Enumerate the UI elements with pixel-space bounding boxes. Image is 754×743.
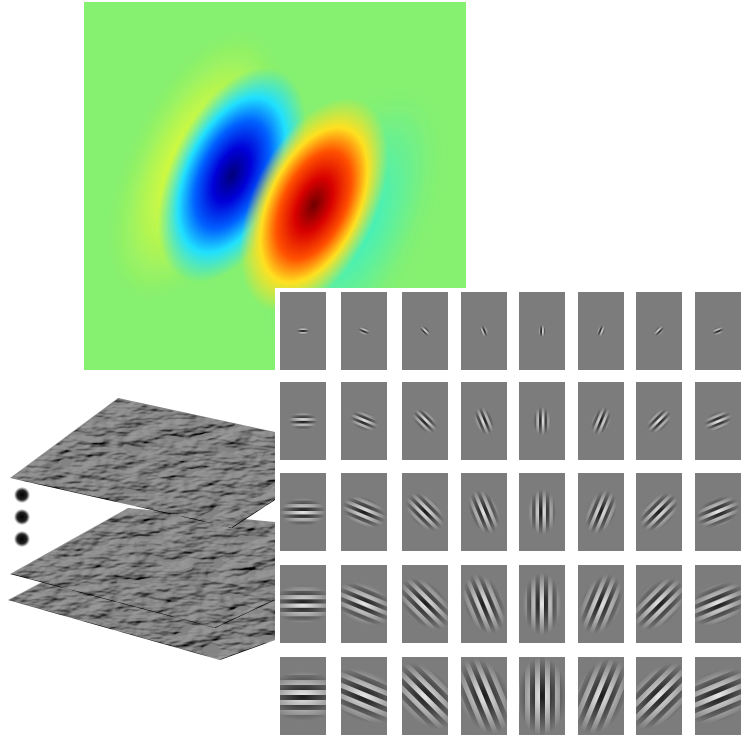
filter-pattern bbox=[341, 565, 387, 643]
filter-pattern bbox=[519, 382, 565, 460]
filter-pattern bbox=[695, 473, 741, 551]
gabor-filter-bank bbox=[275, 288, 754, 743]
filter-pattern bbox=[578, 473, 624, 551]
filter-pattern bbox=[402, 473, 448, 551]
filter-pattern bbox=[461, 382, 507, 460]
filter-pattern bbox=[341, 382, 387, 460]
filter-pattern bbox=[695, 565, 741, 643]
filter-pattern bbox=[280, 565, 326, 643]
page: (() => { const svg = document.getElement… bbox=[0, 0, 754, 743]
filter-pattern bbox=[578, 657, 624, 735]
filter-pattern bbox=[636, 473, 682, 551]
filter-pattern bbox=[636, 292, 682, 370]
filter-pattern bbox=[519, 473, 565, 551]
filter-pattern bbox=[402, 292, 448, 370]
filter-pattern bbox=[402, 657, 448, 735]
filter-pattern bbox=[636, 382, 682, 460]
filter-pattern bbox=[402, 565, 448, 643]
ellipsis-dot bbox=[14, 487, 30, 503]
filter-pattern bbox=[341, 473, 387, 551]
filter-pattern bbox=[519, 565, 565, 643]
filter-pattern bbox=[695, 292, 741, 370]
filter-pattern bbox=[461, 565, 507, 643]
filter-pattern bbox=[280, 292, 326, 370]
filter-pattern bbox=[280, 382, 326, 460]
filter-pattern bbox=[636, 657, 682, 735]
ellipsis-dot bbox=[14, 509, 30, 525]
feature-map bbox=[10, 398, 275, 528]
filter-pattern bbox=[519, 292, 565, 370]
filter-pattern bbox=[402, 382, 448, 460]
filter-pattern bbox=[636, 565, 682, 643]
filter-pattern bbox=[519, 657, 565, 735]
filter-pattern bbox=[578, 565, 624, 643]
filter-pattern bbox=[280, 473, 326, 551]
filter-pattern bbox=[280, 657, 326, 735]
filter-pattern bbox=[461, 473, 507, 551]
feature-map-stack bbox=[8, 398, 275, 660]
filter-pattern bbox=[695, 657, 741, 735]
illustration bbox=[0, 0, 754, 743]
filter-pattern bbox=[695, 382, 741, 460]
ellipsis-dot bbox=[14, 531, 30, 547]
filter-pattern bbox=[578, 292, 624, 370]
filter-pattern bbox=[461, 292, 507, 370]
filter-pattern bbox=[461, 657, 507, 735]
filter-pattern bbox=[341, 292, 387, 370]
filter-pattern bbox=[341, 657, 387, 735]
filter-pattern bbox=[578, 382, 624, 460]
